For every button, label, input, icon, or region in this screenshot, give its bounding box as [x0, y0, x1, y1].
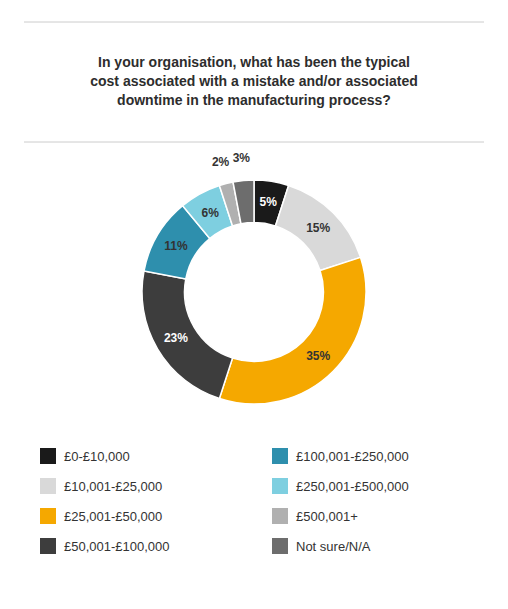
legend-label: Not sure/N/A	[296, 539, 371, 554]
legend-label: £500,001+	[296, 509, 358, 524]
background	[0, 0, 508, 609]
data-label: 15%	[306, 221, 330, 235]
legend-label: £100,001-£250,000	[296, 449, 409, 464]
data-label: 35%	[306, 349, 330, 363]
legend-label: £0-£10,000	[64, 449, 130, 464]
title: In your organisation, what has been the …	[90, 54, 418, 108]
data-label: 6%	[202, 206, 220, 220]
legend-swatch	[40, 508, 56, 524]
title-line: downtime in the manufacturing process?	[117, 92, 391, 108]
legend-label: £250,001-£500,000	[296, 479, 409, 494]
data-label: 23%	[164, 331, 188, 345]
chart-container: In your organisation, what has been the …	[0, 0, 508, 609]
data-labels: 5% 15% 35% 23% 11% 6% 2%3%	[164, 151, 331, 363]
legend-swatch	[40, 448, 56, 464]
slices	[142, 180, 366, 404]
legend-swatch	[272, 478, 288, 494]
title-rule-top	[24, 22, 484, 23]
legend-label: £25,001-£50,000	[64, 509, 162, 524]
slice	[219, 257, 366, 404]
legend-label: £50,001-£100,000	[64, 539, 170, 554]
legend-swatch	[272, 508, 288, 524]
legend: £0-£10,000 £10,001-£25,000 £25,001-£50,000…	[40, 448, 409, 554]
legend-swatch	[40, 478, 56, 494]
legend-swatch	[272, 448, 288, 464]
data-label: 3%	[233, 151, 251, 165]
data-label: 11%	[164, 239, 188, 253]
legend-label: £10,001-£25,000	[64, 479, 162, 494]
title-line: In your organisation, what has been the …	[98, 54, 410, 70]
data-label: 5%	[260, 195, 278, 209]
data-label: 2%	[212, 155, 230, 169]
title-line: cost associated with a mistake and/or as…	[90, 73, 418, 89]
legend-swatch	[272, 538, 288, 554]
slice	[142, 271, 233, 399]
legend-swatch	[40, 538, 56, 554]
title-rule-bottom	[24, 142, 484, 143]
chart-svg: In your organisation, what has been the …	[0, 0, 508, 609]
slice	[233, 180, 254, 224]
slice	[275, 185, 360, 270]
